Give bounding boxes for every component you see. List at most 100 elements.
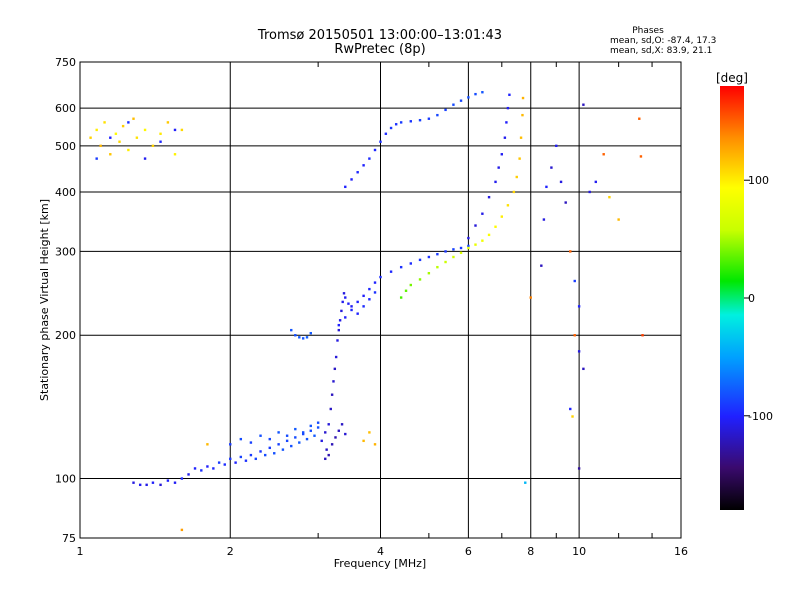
data-point: [159, 132, 162, 135]
x-tick-label: 8: [527, 545, 534, 558]
data-point: [418, 258, 422, 262]
data-point: [145, 483, 148, 487]
data-point: [109, 153, 112, 156]
data-point: [436, 265, 439, 269]
data-point: [200, 469, 203, 472]
data-point: [325, 448, 328, 451]
phases-o-stats: mean, sd,O: -87.4, 17.3: [610, 36, 716, 46]
data-point: [298, 441, 301, 444]
data-point: [330, 443, 334, 446]
data-point: [521, 113, 524, 117]
data-point: [316, 421, 320, 424]
data-point: [467, 236, 470, 240]
phase-colorbar: [720, 86, 744, 510]
data-point: [341, 300, 344, 304]
data-point: [173, 128, 177, 132]
data-point: [404, 289, 408, 292]
data-point: [159, 483, 162, 487]
data-point: [344, 316, 347, 319]
y-tick-label: 400: [55, 186, 76, 199]
data-point: [333, 367, 337, 371]
data-point: [180, 528, 184, 532]
data-point: [127, 148, 130, 152]
data-point: [521, 96, 525, 100]
data-point: [143, 128, 147, 132]
data-point: [362, 439, 365, 443]
data-point: [518, 157, 521, 160]
data-point: [340, 309, 343, 313]
data-point: [324, 457, 327, 461]
data-point: [285, 434, 289, 437]
colorbar-tick-label: 100: [748, 174, 769, 187]
data-point: [166, 121, 170, 124]
x-tick-label: 10: [572, 545, 586, 558]
data-point: [290, 444, 293, 448]
x-tick-label: 4: [377, 545, 384, 558]
y-axis-label: Stationary phase Virtual Height [km]: [38, 199, 51, 401]
y-tick-label: 300: [55, 245, 76, 258]
data-point: [309, 429, 312, 432]
x-tick-label: 16: [674, 545, 688, 558]
data-point: [344, 185, 347, 189]
data-point: [301, 432, 305, 436]
data-point: [515, 175, 518, 179]
data-point: [212, 467, 215, 470]
data-point: [127, 121, 130, 124]
x-axis-label: Frequency [MHz]: [334, 557, 426, 570]
data-point: [409, 283, 412, 287]
data-point: [340, 423, 344, 426]
data-point: [316, 426, 320, 429]
data-point: [151, 144, 155, 148]
data-point: [602, 153, 605, 156]
phases-title: Phases: [632, 26, 664, 36]
data-point: [519, 136, 523, 139]
data-point: [350, 305, 353, 308]
data-point: [332, 380, 335, 383]
data-point: [342, 292, 346, 295]
x-tick-label: 6: [465, 545, 472, 558]
data-point: [373, 291, 377, 294]
data-point: [334, 436, 337, 439]
data-point: [103, 121, 106, 124]
data-point: [436, 113, 439, 117]
data-point: [273, 452, 276, 455]
data-point: [320, 439, 323, 443]
data-point: [313, 434, 316, 437]
data-point: [327, 423, 330, 426]
data-point: [109, 136, 112, 139]
data-point: [500, 153, 504, 156]
data-point: [159, 140, 162, 143]
data-point: [368, 298, 371, 301]
phases-x-stats: mean, sd,X: 83.9, 21.1: [610, 46, 712, 56]
y-tick-label: 600: [55, 102, 76, 115]
data-point: [368, 157, 371, 160]
data-point: [294, 436, 297, 439]
data-point: [459, 99, 463, 102]
data-point: [608, 195, 611, 199]
x-axis-ticks: 1 2 4 6 8 10 16: [77, 62, 688, 558]
data-point: [573, 334, 576, 337]
data-point: [582, 367, 585, 371]
data-point: [399, 296, 403, 299]
data-point: [594, 180, 598, 184]
data-point: [444, 108, 447, 112]
data-point: [481, 239, 484, 242]
data-point: [344, 432, 347, 436]
data-point: [95, 128, 98, 132]
data-point: [223, 463, 226, 466]
data-point: [166, 479, 170, 482]
data-point: [285, 439, 289, 443]
data-point: [368, 431, 371, 434]
data-point: [467, 96, 470, 99]
colorbar-label: [deg]: [716, 71, 748, 85]
data-point: [121, 124, 125, 128]
data-point: [394, 123, 398, 126]
data-point: [571, 415, 574, 418]
data-point: [173, 153, 177, 156]
data-point: [467, 246, 470, 250]
x-tick-label: 1: [77, 545, 84, 558]
data-point: [362, 164, 365, 167]
data-point: [569, 407, 572, 411]
data-point: [452, 255, 455, 259]
data-point: [334, 355, 338, 359]
